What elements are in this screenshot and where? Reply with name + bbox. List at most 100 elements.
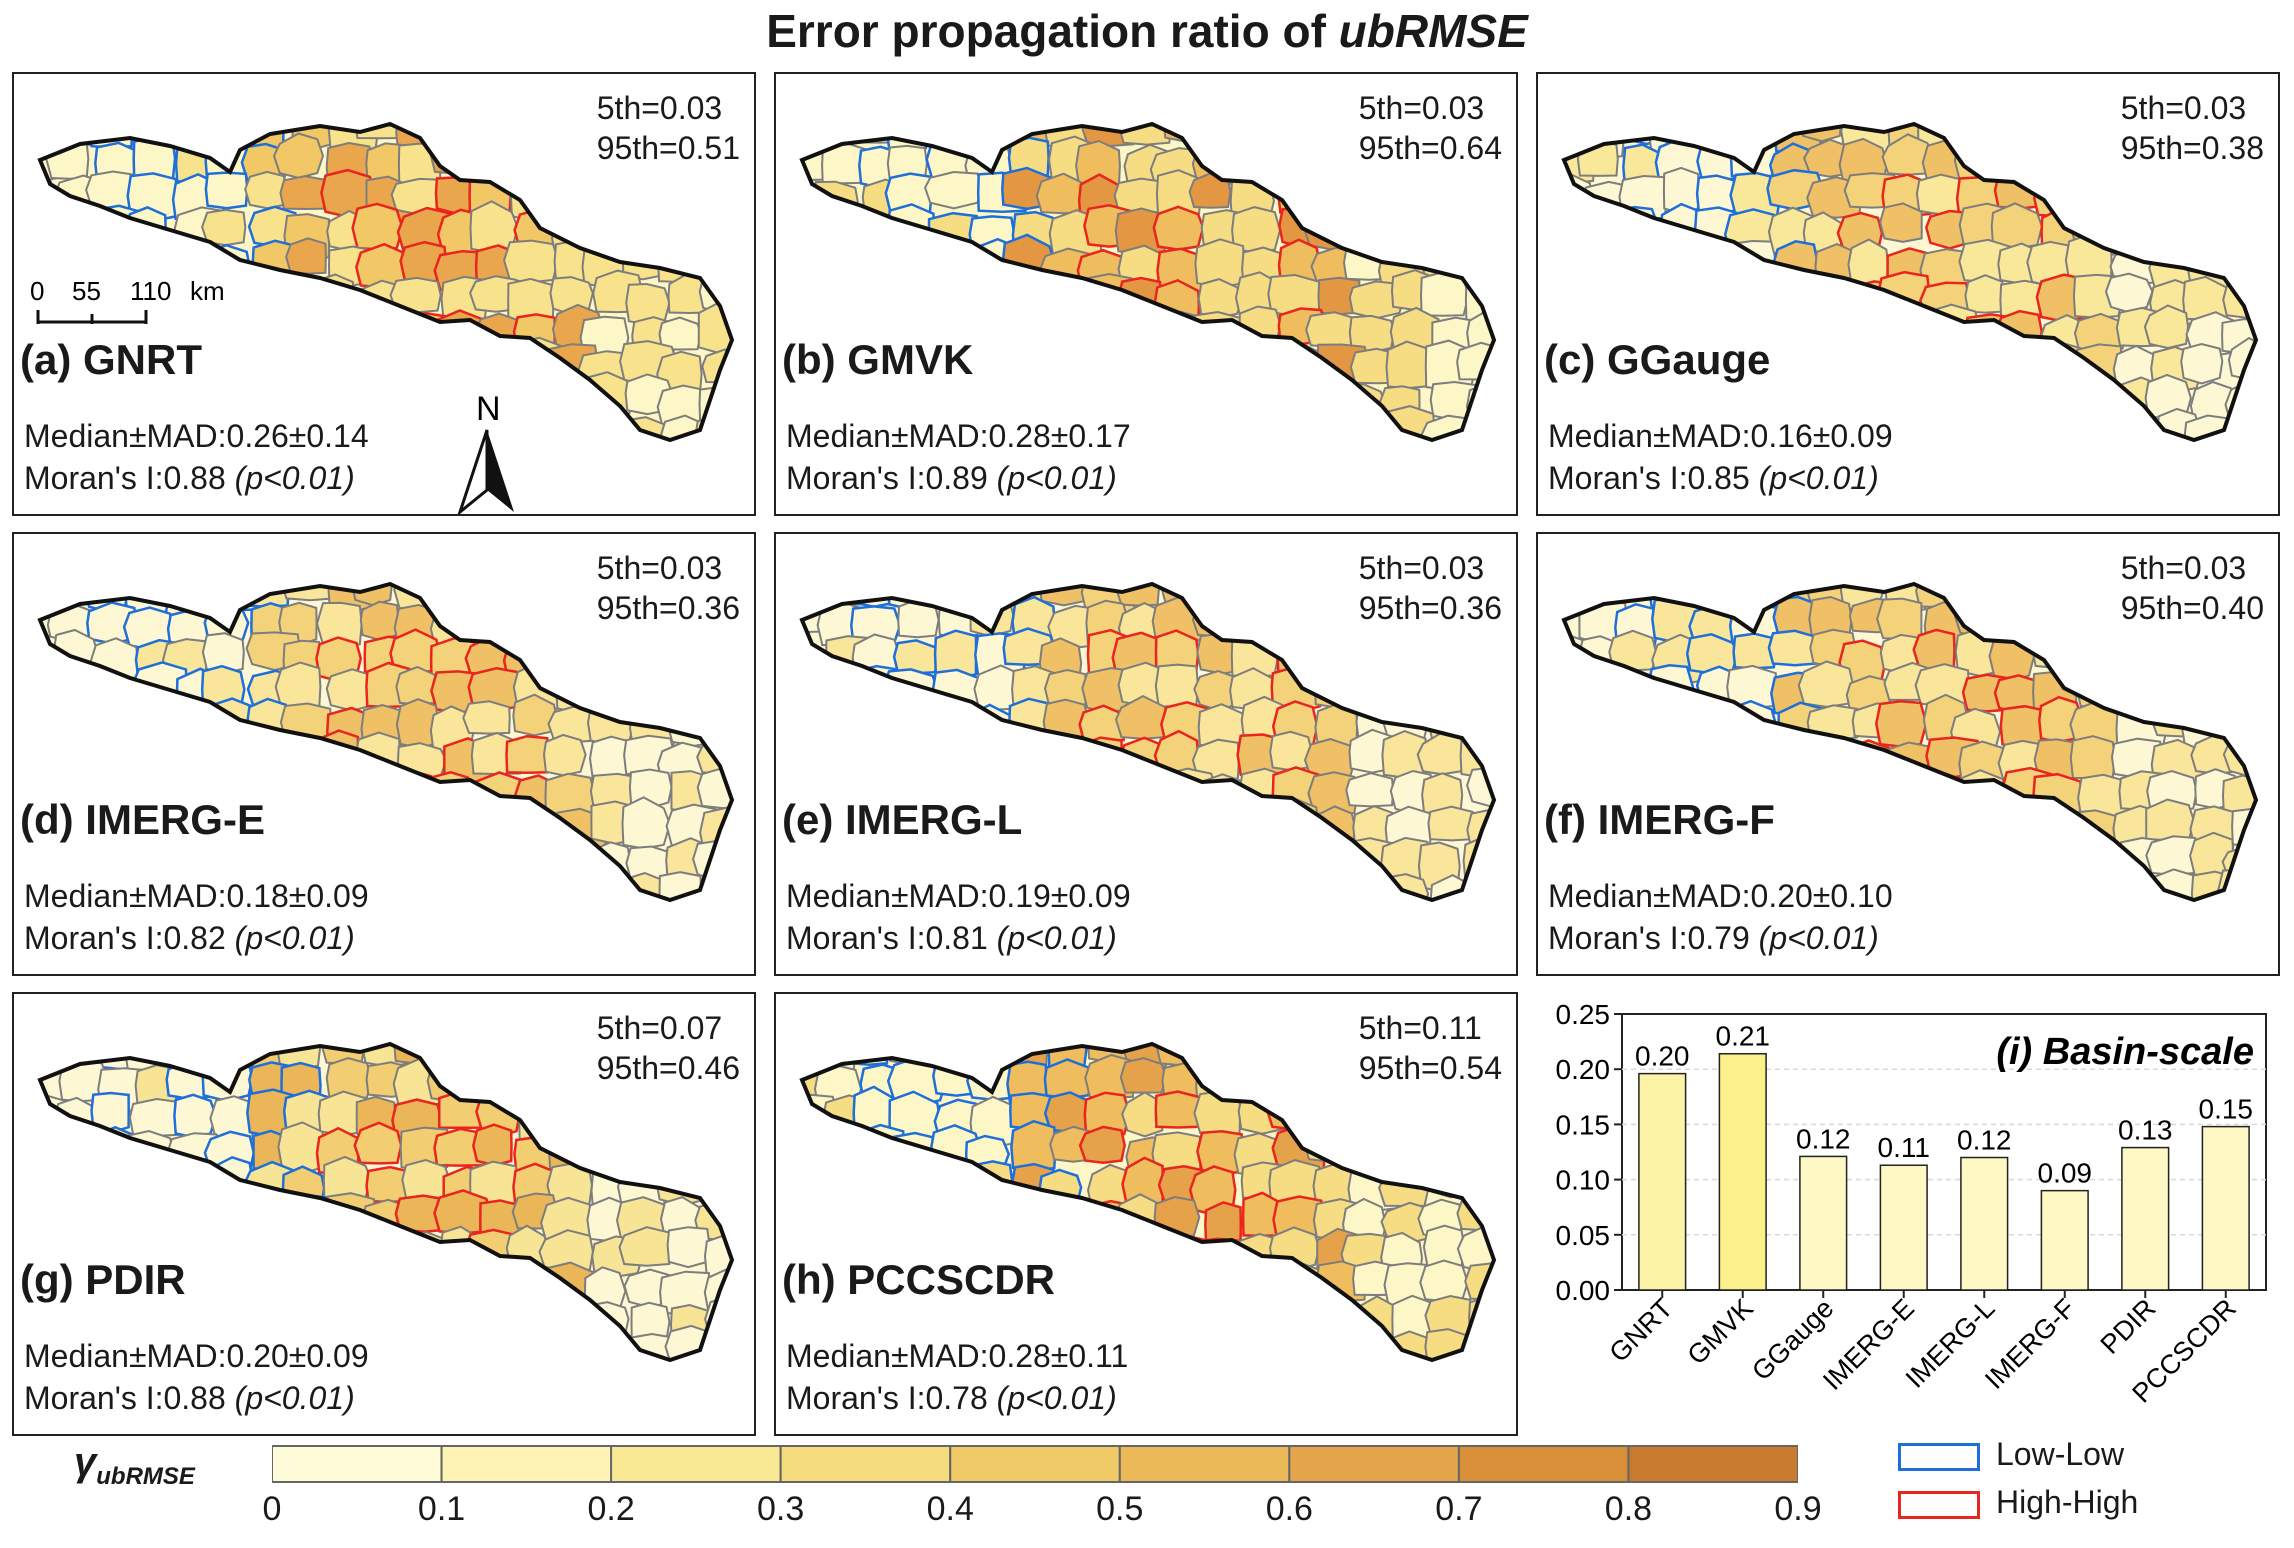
percentile-text: 5th=0.11 95th=0.54	[1359, 1008, 1502, 1088]
y-tick-label: 0.20	[1556, 1054, 1611, 1085]
bar-IMERG-L	[1960, 1156, 2009, 1291]
basin-outline	[799, 1041, 1497, 1363]
morans-i-value: Moran's I:0.85	[1548, 460, 1750, 496]
p95-value: 95th=0.40	[2120, 590, 2264, 626]
bar-GMVK	[1718, 1052, 1767, 1291]
legend-high-high-label: High-High	[1996, 1484, 2139, 1520]
colorbar-segment	[610, 1445, 782, 1483]
morans-i-value: Moran's I:0.79	[1548, 920, 1750, 956]
scale-0: 0	[30, 276, 44, 306]
bar-data-label: 0.15	[2199, 1094, 2254, 1125]
colorbar-tick-label: 0.1	[417, 1490, 466, 1528]
median-mad-text: Median±MAD:0.18±0.09	[24, 878, 369, 914]
p5-value: 5th=0.03	[1358, 90, 1485, 126]
basin-outline	[1561, 581, 2259, 903]
p-value: (p<0.01)	[234, 460, 355, 496]
morans-i-text: Moran's I:0.82 (p<0.01)	[24, 920, 355, 957]
p95-value: 95th=0.64	[1358, 130, 1502, 166]
basin-outline	[1561, 121, 2259, 443]
scale-bar: 0 55 110 km	[26, 274, 256, 349]
bar-data-label: 0.20	[1635, 1041, 1690, 1072]
colorbar-segment	[440, 1445, 613, 1483]
p-value: (p<0.01)	[996, 460, 1117, 496]
morans-i-text: Moran's I:0.78 (p<0.01)	[786, 1380, 1117, 1417]
morans-i-text: Moran's I:0.88 (p<0.01)	[24, 460, 355, 497]
bar-IMERG-F	[2040, 1189, 2089, 1291]
scale-110: 110	[130, 276, 171, 306]
map-panel: 5th=0.11 95th=0.54 (h) PCCSCDR Median±MAD:0…	[774, 992, 1518, 1436]
basin-map	[799, 581, 1497, 903]
colorbar-tick-label: 0.2	[587, 1490, 635, 1528]
p5-value: 5th=0.03	[2120, 90, 2247, 126]
panel-label: (b) GMVK	[782, 336, 974, 383]
y-tick-label: 0.15	[1556, 1109, 1611, 1140]
bar-GNRT	[1638, 1072, 1687, 1291]
basin-outline	[37, 581, 735, 903]
morans-i-value: Moran's I:0.88	[24, 460, 226, 496]
legend-high-high-swatch	[1898, 1491, 1980, 1519]
median-mad-text: Median±MAD:0.20±0.10	[1548, 878, 1893, 914]
p95-value: 95th=0.36	[1358, 590, 1502, 626]
basin-map	[1561, 581, 2259, 903]
legend-low-low-label: Low-Low	[1996, 1436, 2125, 1472]
basin-map	[1561, 121, 2259, 443]
colorbar-tick-label: 0	[262, 1490, 282, 1528]
morans-i-value: Moran's I:0.78	[786, 1380, 988, 1416]
p5-value: 5th=0.03	[1358, 550, 1485, 586]
panel-label: (f) IMERG-F	[1544, 796, 1775, 843]
p95-value: 95th=0.51	[596, 130, 740, 166]
x-tick-label: PDIR	[2095, 1293, 2162, 1360]
median-mad-text: Median±MAD:0.19±0.09	[786, 878, 1131, 914]
colorbar	[272, 1445, 1798, 1483]
map-panel: 5th=0.03 95th=0.36 (d) IMERG-E Median±MAD:0…	[12, 532, 756, 976]
bar-data-label: 0.09	[2038, 1158, 2093, 1189]
colorbar-segment	[1288, 1445, 1460, 1483]
north-arrow-icon: N	[454, 386, 534, 514]
x-tick-label: GMVK	[1682, 1293, 1759, 1370]
colorbar-label: γubRMSE	[74, 1440, 195, 1490]
basin-map	[799, 1041, 1497, 1363]
median-mad-text: Median±MAD:0.20±0.09	[24, 1338, 369, 1374]
p-value: (p<0.01)	[996, 1380, 1117, 1416]
colorbar-segment	[1457, 1445, 1630, 1483]
p5-value: 5th=0.03	[596, 550, 723, 586]
colorbar-tick-label: 0.3	[757, 1490, 805, 1528]
map-panel: 5th=0.03 95th=0.38 (c) GGauge Median±MAD:0.…	[1536, 72, 2280, 516]
colorbar-segment	[272, 1445, 443, 1483]
north-label: N	[476, 390, 501, 428]
percentile-text: 5th=0.03 95th=0.64	[1359, 88, 1502, 168]
p95-value: 95th=0.36	[596, 590, 740, 626]
colorbar-tick-label: 0.5	[1096, 1490, 1144, 1528]
y-tick-label: 0.10	[1556, 1165, 1611, 1196]
scale-km: km	[190, 276, 225, 306]
p5-value: 5th=0.07	[596, 1010, 723, 1046]
p-value: (p<0.01)	[1758, 920, 1879, 956]
median-mad-text: Median±MAD:0.26±0.14	[24, 418, 369, 454]
percentile-text: 5th=0.07 95th=0.46	[597, 1008, 740, 1088]
p-value: (p<0.01)	[234, 920, 355, 956]
p5-value: 5th=0.03	[2120, 550, 2247, 586]
bar-PDIR	[2121, 1146, 2170, 1291]
p-value: (p<0.01)	[234, 1380, 355, 1416]
y-tick-label: 0.00	[1556, 1275, 1611, 1306]
y-tick-label: 0.05	[1556, 1220, 1611, 1251]
morans-i-text: Moran's I:0.85 (p<0.01)	[1548, 460, 1879, 497]
colorbar-segment	[949, 1445, 1121, 1483]
percentile-text: 5th=0.03 95th=0.40	[2121, 548, 2264, 628]
colorbar-tick-label: 0.7	[1435, 1490, 1483, 1528]
bar-data-label: 0.21	[1716, 1021, 1771, 1052]
morans-i-text: Moran's I:0.89 (p<0.01)	[786, 460, 1117, 497]
basin-map	[37, 1041, 735, 1363]
bar-IMERG-E	[1879, 1164, 1928, 1291]
morans-i-value: Moran's I:0.89	[786, 460, 988, 496]
bar-data-label: 0.11	[1878, 1132, 1930, 1163]
basin-map	[37, 581, 735, 903]
median-mad-text: Median±MAD:0.16±0.09	[1548, 418, 1893, 454]
panel-label: (e) IMERG-L	[782, 796, 1023, 843]
chart-title: (i) Basin-scale	[1996, 1031, 2254, 1073]
panel-label: (h) PCCSCDR	[782, 1256, 1055, 1303]
panel-label: (g) PDIR	[20, 1256, 186, 1303]
colorbar-segment	[1627, 1445, 1798, 1483]
figure-title: Error propagation ratio of ubRMSE	[766, 5, 1528, 57]
bar-data-label: 0.12	[1957, 1125, 2012, 1156]
